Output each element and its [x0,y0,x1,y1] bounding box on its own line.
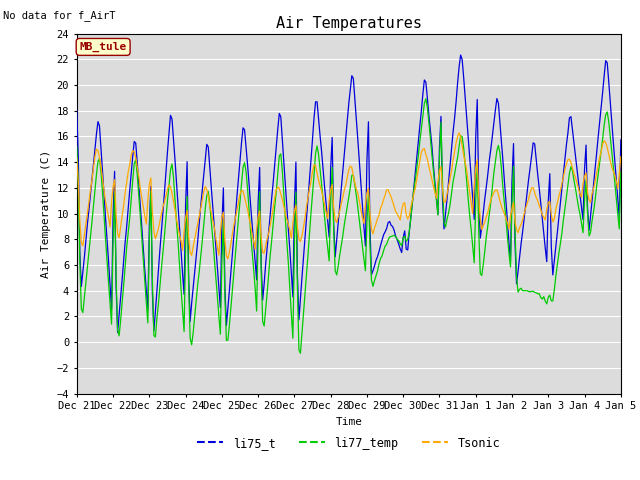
Y-axis label: Air Temperature (C): Air Temperature (C) [41,149,51,278]
Text: MB_tule: MB_tule [79,42,127,52]
X-axis label: Time: Time [335,417,362,427]
Title: Air Temperatures: Air Temperatures [276,16,422,31]
Text: No data for f_AirT: No data for f_AirT [3,11,116,22]
Legend: li75_t, li77_temp, Tsonic: li75_t, li77_temp, Tsonic [193,432,505,454]
